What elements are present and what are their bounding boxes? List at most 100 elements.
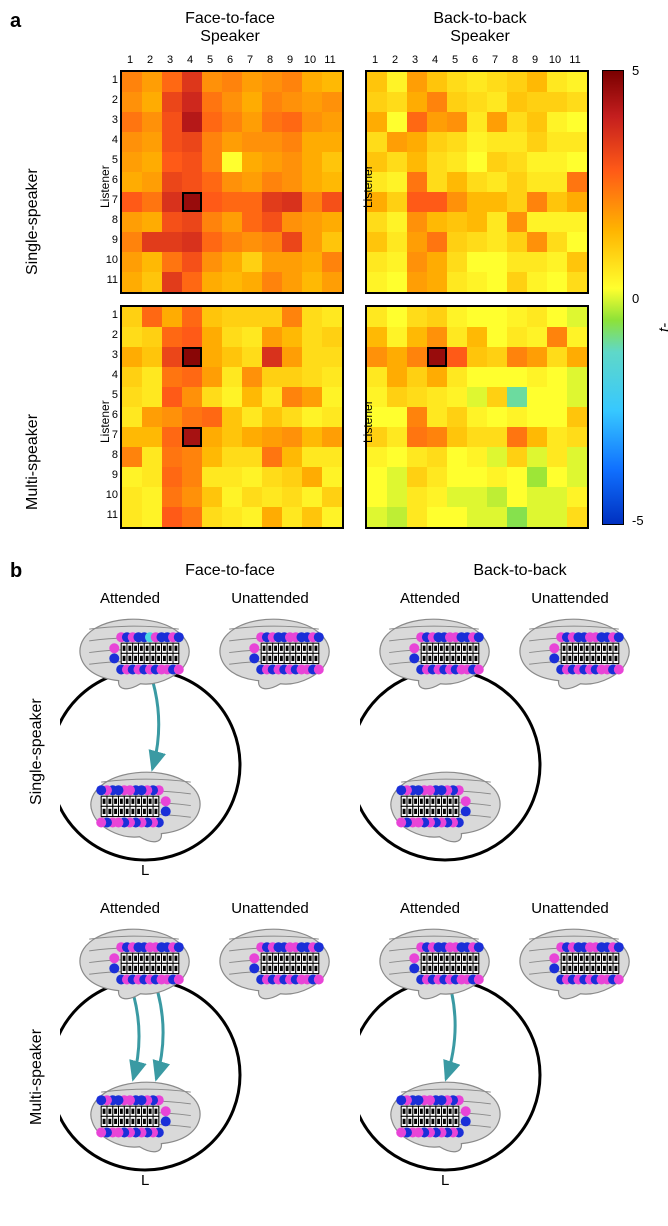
heatmap-cell	[507, 252, 527, 272]
heatmap-cell	[507, 407, 527, 427]
heatmap-cell	[367, 212, 387, 232]
heatmap-cell	[282, 347, 302, 367]
colorbar-tick-max: 5	[632, 63, 639, 78]
heatmap-cell	[302, 112, 322, 132]
heatmap-cell	[507, 307, 527, 327]
heatmap-cell	[162, 232, 182, 252]
b-col-b2b: Back-to-back	[390, 562, 650, 580]
heatmap-cell	[487, 307, 507, 327]
heatmap-cell	[182, 367, 202, 387]
heatmap-cell	[427, 192, 447, 212]
heatmap-cell	[507, 487, 527, 507]
heatmap-cell	[547, 232, 567, 252]
heatmap-cell	[122, 427, 142, 447]
heatmap-cell	[122, 212, 142, 232]
heatmap-cell	[487, 72, 507, 92]
heatmap-cell	[242, 152, 262, 172]
heatmap-cell	[242, 487, 262, 507]
heatmap-cell	[142, 272, 162, 292]
heatmap-cell	[427, 92, 447, 112]
heatmap-cell	[507, 172, 527, 192]
heatmap-cell	[567, 192, 587, 212]
listener-L: L	[441, 1172, 449, 1189]
heatmap-cell	[367, 252, 387, 272]
heatmap-cell	[547, 447, 567, 467]
heatmap-cell	[487, 212, 507, 232]
heatmap-cell	[487, 487, 507, 507]
heatmap-cell	[122, 252, 142, 272]
heatmap-cell	[122, 307, 142, 327]
heatmap-cell	[407, 327, 427, 347]
heatmap-cell	[487, 132, 507, 152]
heatmap-cell	[282, 132, 302, 152]
heatmap-cell	[242, 467, 262, 487]
heatmap-cell	[467, 152, 487, 172]
heatmap-cell	[302, 467, 322, 487]
heatmap-cell	[202, 172, 222, 192]
heatmap-cell	[282, 447, 302, 467]
heatmap-cell	[202, 367, 222, 387]
heatmap-cell	[202, 427, 222, 447]
heatmap-cell	[222, 132, 242, 152]
heatmap-cell	[162, 347, 182, 367]
heatmap-cell	[282, 72, 302, 92]
heatmap-cell	[262, 232, 282, 252]
heatmap-cell	[242, 307, 262, 327]
heatmap-cell	[447, 327, 467, 347]
heatmap-cell	[387, 72, 407, 92]
heatmap-cell	[262, 507, 282, 527]
heatmap-cell	[547, 172, 567, 192]
brain-att	[370, 922, 498, 1000]
heatmap-cell	[447, 232, 467, 252]
heatmap-cell	[367, 132, 387, 152]
heatmap-cell	[447, 152, 467, 172]
heatmap-cell	[242, 72, 262, 92]
heatmap-cell	[467, 407, 487, 427]
heatmap-cell	[202, 252, 222, 272]
heatmap-cell	[182, 272, 202, 292]
heatmap-cell	[467, 252, 487, 272]
heatmap-cell	[222, 407, 242, 427]
heatmap-cell	[262, 347, 282, 367]
heatmap-cell	[162, 447, 182, 467]
heatmap-cell	[262, 447, 282, 467]
heatmap-cell	[322, 427, 342, 447]
heatmap-cell	[467, 192, 487, 212]
heatmap-cell	[427, 367, 447, 387]
heatmap-cell	[242, 427, 262, 447]
heatmap-cell	[547, 112, 567, 132]
heatmap-cell	[302, 487, 322, 507]
heatmap-cell	[367, 92, 387, 112]
heatmap-cell	[162, 132, 182, 152]
listener-L: L	[141, 1172, 149, 1189]
heatmap-cell	[487, 387, 507, 407]
heatmap-cell	[567, 132, 587, 152]
brain-un	[210, 922, 338, 1000]
heatmap-cell	[202, 72, 222, 92]
panel-a: a Face-to-face Speaker Back-to-back Spea…	[10, 10, 658, 550]
heatmap-cell	[387, 92, 407, 112]
heatmap-cell	[547, 367, 567, 387]
figure: a Face-to-face Speaker Back-to-back Spea…	[10, 10, 658, 1210]
heatmap-cell	[567, 327, 587, 347]
heatmap-cell	[282, 92, 302, 112]
brain-lis	[382, 1075, 510, 1153]
heatmap-cell	[527, 407, 547, 427]
heatmap-cell	[122, 327, 142, 347]
heatmap-cell	[162, 407, 182, 427]
heatmap-cell	[182, 427, 202, 447]
heatmap-cell	[322, 367, 342, 387]
heatmap-cell	[122, 152, 142, 172]
heatmap-cell	[387, 367, 407, 387]
row-title-single: Single-speaker	[24, 168, 42, 275]
heatmap-cell	[487, 112, 507, 132]
heatmap-cell	[222, 112, 242, 132]
heatmap-cell	[142, 507, 162, 527]
heatmap-cell	[547, 272, 567, 292]
heatmap-cell	[547, 327, 567, 347]
heatmap-cell	[322, 347, 342, 367]
bcell-f2f-single: AttendedUnattended L	[60, 590, 340, 880]
heatmap-cell	[507, 152, 527, 172]
heatmap-cell	[507, 272, 527, 292]
heatmap-cell	[527, 447, 547, 467]
